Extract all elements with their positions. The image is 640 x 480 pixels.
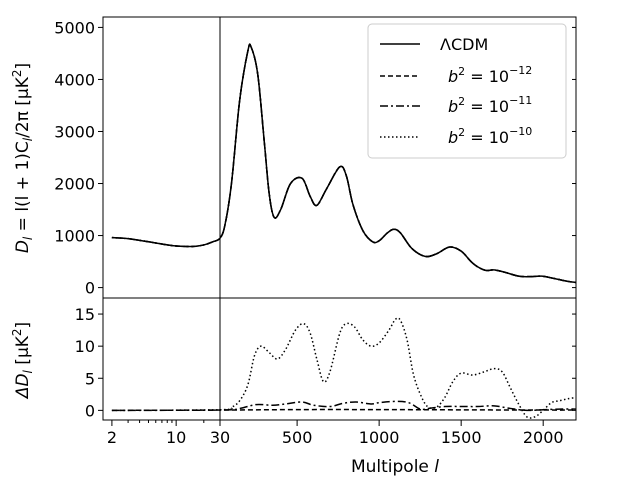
x-tick-label-2: 2	[107, 428, 117, 447]
x-tick-label-500: 500	[282, 428, 313, 447]
bottom-y-tick-label-0: 0	[85, 401, 95, 420]
bottom-curves	[111, 317, 577, 419]
x-axis-title: Multipole l	[351, 457, 439, 477]
legend-label-lcdm: ΛCDM	[440, 35, 488, 54]
x-tick-label-30: 30	[210, 428, 230, 447]
top-y-tick-label-2000: 2000	[54, 175, 95, 194]
legend-box	[367, 23, 567, 159]
bottom-series-line-dashdot	[111, 400, 577, 412]
legend-label-b2-1e-11: b2 = 10−11	[448, 94, 532, 116]
bottom-y-tick-label-15: 15	[75, 305, 95, 324]
top-y-tick-label-0: 0	[85, 279, 95, 298]
legend-label-b2-1e-12: b2 = 10−12	[448, 64, 532, 86]
top-y-tick-label-3000: 3000	[54, 122, 95, 141]
top-y-tick-label-1000: 1000	[54, 227, 95, 246]
top-series-line-dashdot	[111, 43, 577, 284]
top-y-axis-title: Dl = l(l + 1)Cl/2π [μK2]	[10, 63, 35, 253]
top-y-ticks: 0 1000 2000 3000 4000 5000	[54, 18, 576, 298]
x-tick-label-1500: 1500	[441, 428, 482, 447]
legend-label-b2-1e-10: b2 = 10−10	[448, 125, 532, 147]
bottom-series-line-dotted	[111, 317, 577, 419]
bottom-y-tick-label-10: 10	[75, 337, 95, 356]
bottom-y-ticks: 0 5 10 15	[75, 305, 576, 420]
top-panel: 0 1000 2000 3000 4000 5000 Dl = l(l + 1)Cl/2π…	[10, 16, 577, 299]
bottom-y-tick-label-5: 5	[85, 369, 95, 388]
x-tick-label-10: 10	[166, 428, 186, 447]
bottom-panel: 0 5 10 15 ΔDl [μK2]	[10, 297, 577, 421]
legend-item-b2-1e-10: b2 = 10−10	[380, 125, 532, 147]
x-tick-label-2000: 2000	[523, 428, 564, 447]
legend: ΛCDM b2 = 10−12 b2 = 10−11 b2 = 10−10	[367, 23, 567, 159]
top-y-tick-label-4000: 4000	[54, 70, 95, 89]
legend-item-lcdm: ΛCDM	[380, 35, 488, 54]
bottom-panel-frame	[102, 297, 577, 421]
x-tick-label-1000: 1000	[359, 428, 400, 447]
top-curves	[111, 43, 577, 284]
bottom-y-axis-title: ΔDl [μK2]	[10, 322, 35, 400]
top-y-tick-label-5000: 5000	[54, 18, 95, 37]
x-ticks: 2 10 30 500 1000 1500 2000	[107, 420, 564, 447]
legend-item-b2-1e-11: b2 = 10−11	[380, 94, 532, 116]
legend-item-b2-1e-12: b2 = 10−12	[380, 64, 532, 86]
